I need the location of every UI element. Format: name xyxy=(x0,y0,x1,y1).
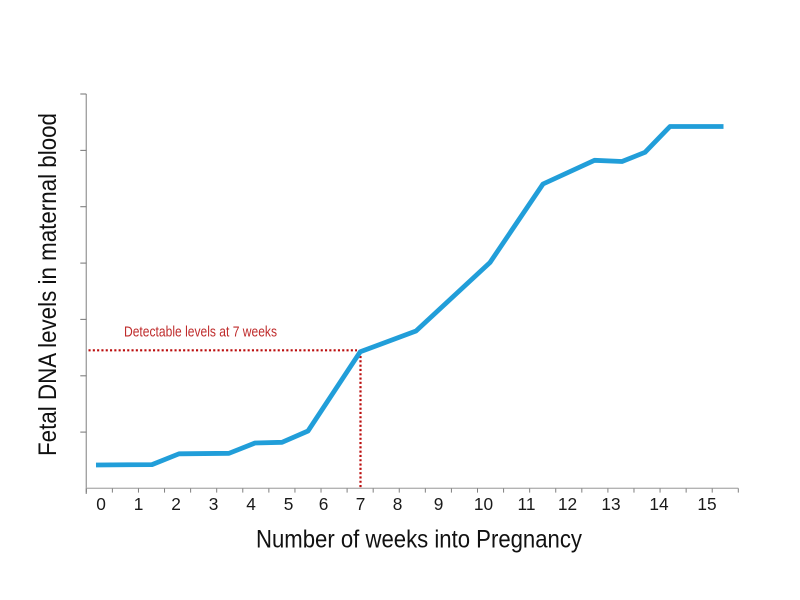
svg-text:12: 12 xyxy=(558,494,577,514)
svg-text:3: 3 xyxy=(209,494,219,514)
svg-text:6: 6 xyxy=(319,494,329,514)
svg-text:Number of weeks into Pregnancy: Number of weeks into Pregnancy xyxy=(256,527,583,554)
svg-text:1: 1 xyxy=(134,494,144,514)
svg-text:5: 5 xyxy=(284,494,294,514)
svg-text:15: 15 xyxy=(697,494,716,514)
svg-text:8: 8 xyxy=(393,494,403,514)
svg-text:Fetal DNA levels in maternal b: Fetal DNA levels in maternal blood xyxy=(35,113,62,456)
svg-text:4: 4 xyxy=(246,494,256,514)
svg-text:11: 11 xyxy=(518,494,536,514)
svg-text:14: 14 xyxy=(649,494,669,514)
svg-text:Detectable levels at 7 weeks: Detectable levels at 7 weeks xyxy=(124,324,277,341)
svg-text:10: 10 xyxy=(474,494,493,514)
svg-text:2: 2 xyxy=(171,494,181,514)
svg-text:13: 13 xyxy=(601,494,620,514)
svg-text:0: 0 xyxy=(96,494,106,514)
svg-text:7: 7 xyxy=(356,494,366,514)
svg-text:9: 9 xyxy=(434,494,444,514)
